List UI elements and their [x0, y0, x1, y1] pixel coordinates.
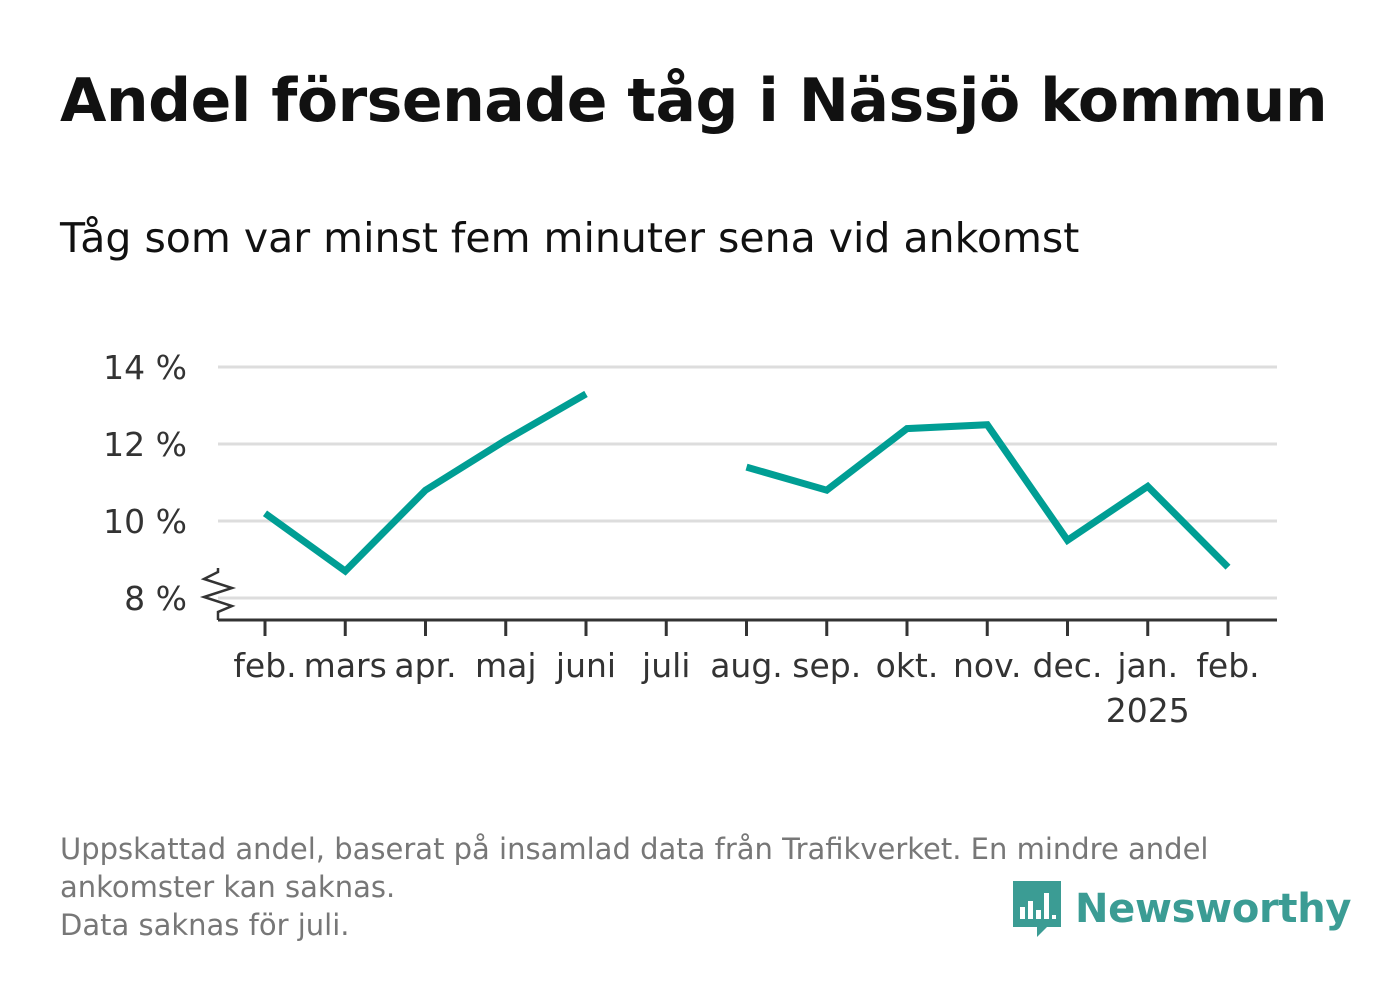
x-tick-label: okt.: [876, 646, 939, 685]
x-tick-label: dec.: [1033, 646, 1103, 685]
x-tick-label: feb.: [1196, 646, 1259, 685]
y-axis-break: [199, 568, 237, 620]
x-tick-label: feb.: [233, 646, 296, 685]
x-tick-label: mars: [304, 646, 387, 685]
newsworthy-logo-icon: [1013, 881, 1061, 937]
footnote-line: Uppskattad andel, baserat på insamlad da…: [60, 832, 1209, 866]
x-tick-label: juni: [555, 646, 616, 685]
x-tick-label: jan.: [1116, 646, 1178, 685]
x-tick-label: maj: [475, 646, 537, 685]
y-tick-label: 10 %: [103, 502, 187, 541]
x-tick-label: nov.: [953, 646, 1022, 685]
brand-name: Newsworthy: [1075, 886, 1352, 932]
x-tick-label: sep.: [792, 646, 861, 685]
x-tick-label: aug.: [710, 646, 783, 685]
footnote-line: ankomster kan saknas.: [60, 870, 396, 904]
footnote-line: Data saknas för juli.: [60, 908, 350, 942]
x-tick-label: juli: [641, 646, 690, 685]
series-line: [262, 390, 588, 576]
chart-subtitle: Tåg som var minst fem minuter sena vid a…: [60, 214, 1080, 262]
brand-logo: Newsworthy: [1011, 879, 1352, 939]
x-year-label: 2025: [1106, 691, 1190, 730]
series-line: [745, 421, 1231, 570]
x-tick-label: apr.: [394, 646, 456, 685]
chart-title: Andel försenade tåg i Nässjö kommun: [60, 66, 1328, 136]
y-tick-label: 8 %: [124, 579, 187, 618]
footnote: Uppskattad andel, baserat på insamlad da…: [60, 830, 1320, 944]
y-tick-label: 14 %: [103, 348, 187, 387]
y-tick-label: 12 %: [103, 425, 187, 464]
